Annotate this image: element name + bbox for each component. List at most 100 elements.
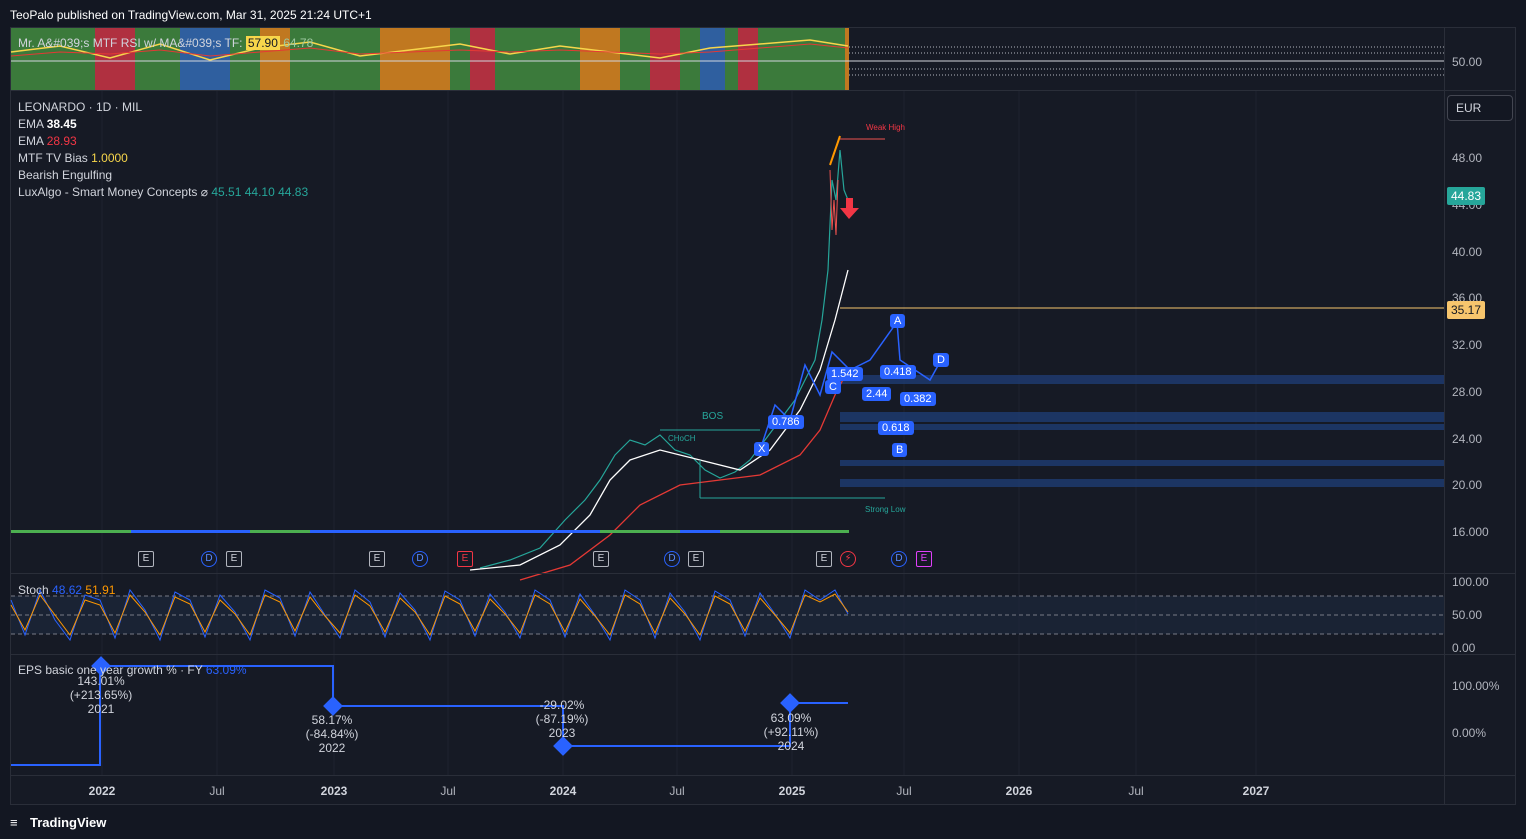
smc-value-1: 45.51 — [211, 185, 242, 199]
harmonic-label-d: D — [933, 353, 949, 367]
pane-divider[interactable] — [10, 573, 1516, 574]
eps-step-line — [11, 665, 848, 766]
pane-divider — [10, 775, 1516, 776]
dividend-marker[interactable]: D — [891, 551, 907, 567]
smc-value-3: 44.83 — [278, 185, 309, 199]
pane-divider[interactable] — [10, 90, 1516, 91]
footer-bar — [0, 806, 1526, 839]
ema-slow-line — [519, 369, 849, 581]
time-tick: 2027 — [1242, 784, 1270, 798]
symbol-legend[interactable]: LEONARDO · 1D · MIL — [18, 100, 143, 114]
time-tick: 2024 — [549, 784, 577, 798]
ema-slow-value: 28.93 — [46, 134, 77, 148]
time-tick: 2026 — [1005, 784, 1033, 798]
eps-label: EPS basic one year growth % · FY — [18, 663, 203, 677]
harmonic-ratio-label: 0.382 — [900, 392, 936, 406]
eps-axis-tick: 0.00% — [1452, 726, 1487, 740]
ema-slow-label: EMA — [18, 134, 44, 148]
choch-label: CHoCH — [668, 434, 696, 443]
dividend-marker[interactable]: D — [201, 551, 217, 567]
price-tick: 40.00 — [1452, 245, 1483, 259]
price-tick: 24.00 — [1452, 432, 1483, 446]
smc-label: LuxAlgo - Smart Money Concepts — [18, 185, 198, 199]
eps-point-label: 63.09% (+92.11%) 2024 — [763, 711, 819, 753]
rsi-legend-label: Mr. A&#039;s MTF RSI w/ MA&#039;s TF: — [18, 36, 243, 50]
ema-fast-legend[interactable]: EMA 38.45 — [18, 117, 77, 131]
earnings-marker[interactable]: E — [138, 551, 154, 567]
eps-legend[interactable]: EPS basic one year growth % · FY 63.09% — [18, 663, 247, 677]
split-marker[interactable]: ⚡ — [840, 551, 856, 567]
price-tick: 32.00 — [1452, 338, 1483, 352]
harmonic-ratio-label: 0.786 — [768, 415, 804, 429]
tradingview-logo-icon: ≡ — [10, 815, 18, 830]
earnings-marker[interactable]: E — [593, 551, 609, 567]
time-tick: 2022 — [88, 784, 116, 798]
publish-header: TeoPalo published on TradingView.com, Ma… — [0, 0, 1526, 28]
dividend-marker[interactable]: D — [412, 551, 428, 567]
ema-fast-line — [469, 269, 849, 571]
harmonic-label-b: B — [892, 443, 908, 457]
time-tick: Jul — [896, 784, 912, 798]
price-tick: 16.000 — [1452, 525, 1489, 539]
strong-low-label: Strong Low — [865, 505, 906, 514]
price-tick: 48.00 — [1452, 151, 1483, 165]
weak-high-label: Weak High — [866, 123, 905, 132]
rsi-value-1: 57.90 — [245, 36, 280, 50]
bos-label: BOS — [702, 411, 724, 422]
earnings-marker[interactable]: E — [916, 551, 932, 567]
ema-slow-legend[interactable]: EMA 28.93 — [18, 134, 77, 148]
stoch-axis-tick: 0.00 — [1452, 641, 1476, 655]
eps-axis-tick: 100.00% — [1452, 679, 1500, 693]
price-series — [479, 149, 849, 569]
stoch-d-value: 51.91 — [85, 583, 116, 597]
earnings-marker[interactable]: E — [226, 551, 242, 567]
rsi-legend[interactable]: Mr. A&#039;s MTF RSI w/ MA&#039;s TF: 57… — [18, 36, 313, 50]
smc-value-2: 44.10 — [244, 185, 275, 199]
level-price-badge: 35.17 — [1447, 301, 1486, 319]
pattern-legend[interactable]: Bearish Engulfing — [18, 168, 113, 182]
rsi-value-2: 64.78 — [283, 36, 314, 50]
stoch-legend[interactable]: Stoch 48.62 51.91 — [18, 583, 115, 597]
harmonic-ratio-label: 0.418 — [880, 365, 916, 379]
stoch-label: Stoch — [18, 583, 49, 597]
earnings-marker[interactable]: E — [816, 551, 832, 567]
harmonic-ratio-label: 2.44 — [862, 387, 892, 401]
time-tick: Jul — [209, 784, 225, 798]
time-tick: 2023 — [320, 784, 348, 798]
stoch-d-line — [10, 593, 849, 637]
price-axis-divider — [1444, 27, 1445, 805]
pane-divider[interactable] — [10, 654, 1516, 655]
publish-info: TeoPalo published on TradingView.com, Ma… — [10, 8, 372, 22]
eps-point-label: 143.01% (+213.65%) 2021 — [69, 674, 133, 716]
smc-symbol: ⌀ — [200, 185, 208, 199]
stoch-k-value: 48.62 — [52, 583, 83, 597]
bias-legend[interactable]: MTF TV Bias 1.0000 — [18, 151, 128, 165]
eps-value: 63.09% — [205, 663, 247, 677]
eps-point-label: -29.02% (-87.19%) 2023 — [535, 698, 589, 740]
harmonic-ratio-label: 1.542 — [827, 367, 863, 381]
rsi-heat-band — [10, 28, 849, 90]
harmonic-ratio-label: 0.618 — [878, 421, 914, 435]
time-tick: Jul — [440, 784, 456, 798]
harmonic-label-c: C — [825, 380, 841, 394]
bias-label: MTF TV Bias — [18, 151, 88, 165]
time-tick: Jul — [669, 784, 685, 798]
bias-value: 1.0000 — [91, 151, 128, 165]
ema-fast-label: EMA — [18, 117, 44, 131]
ema-fast-value: 38.45 — [46, 117, 77, 131]
smc-legend[interactable]: LuxAlgo - Smart Money Concepts ⌀ 45.51 4… — [18, 185, 308, 199]
dividend-marker[interactable]: D — [664, 551, 680, 567]
eps-point-label: 58.17% (-84.84%) 2022 — [305, 713, 359, 755]
currency-selector[interactable]: EUR — [1447, 95, 1513, 121]
harmonic-label-x: X — [754, 442, 770, 456]
time-tick: Jul — [1128, 784, 1144, 798]
tradingview-logo[interactable]: ≡ TradingView — [10, 815, 106, 830]
order-blocks — [840, 375, 1444, 487]
earnings-marker[interactable]: E — [457, 551, 473, 567]
price-tick: 20.00 — [1452, 478, 1483, 492]
earnings-marker[interactable]: E — [688, 551, 704, 567]
price-tick: 28.00 — [1452, 385, 1483, 399]
rsi-axis-label: 50.00 — [1452, 55, 1483, 69]
earnings-marker[interactable]: E — [369, 551, 385, 567]
